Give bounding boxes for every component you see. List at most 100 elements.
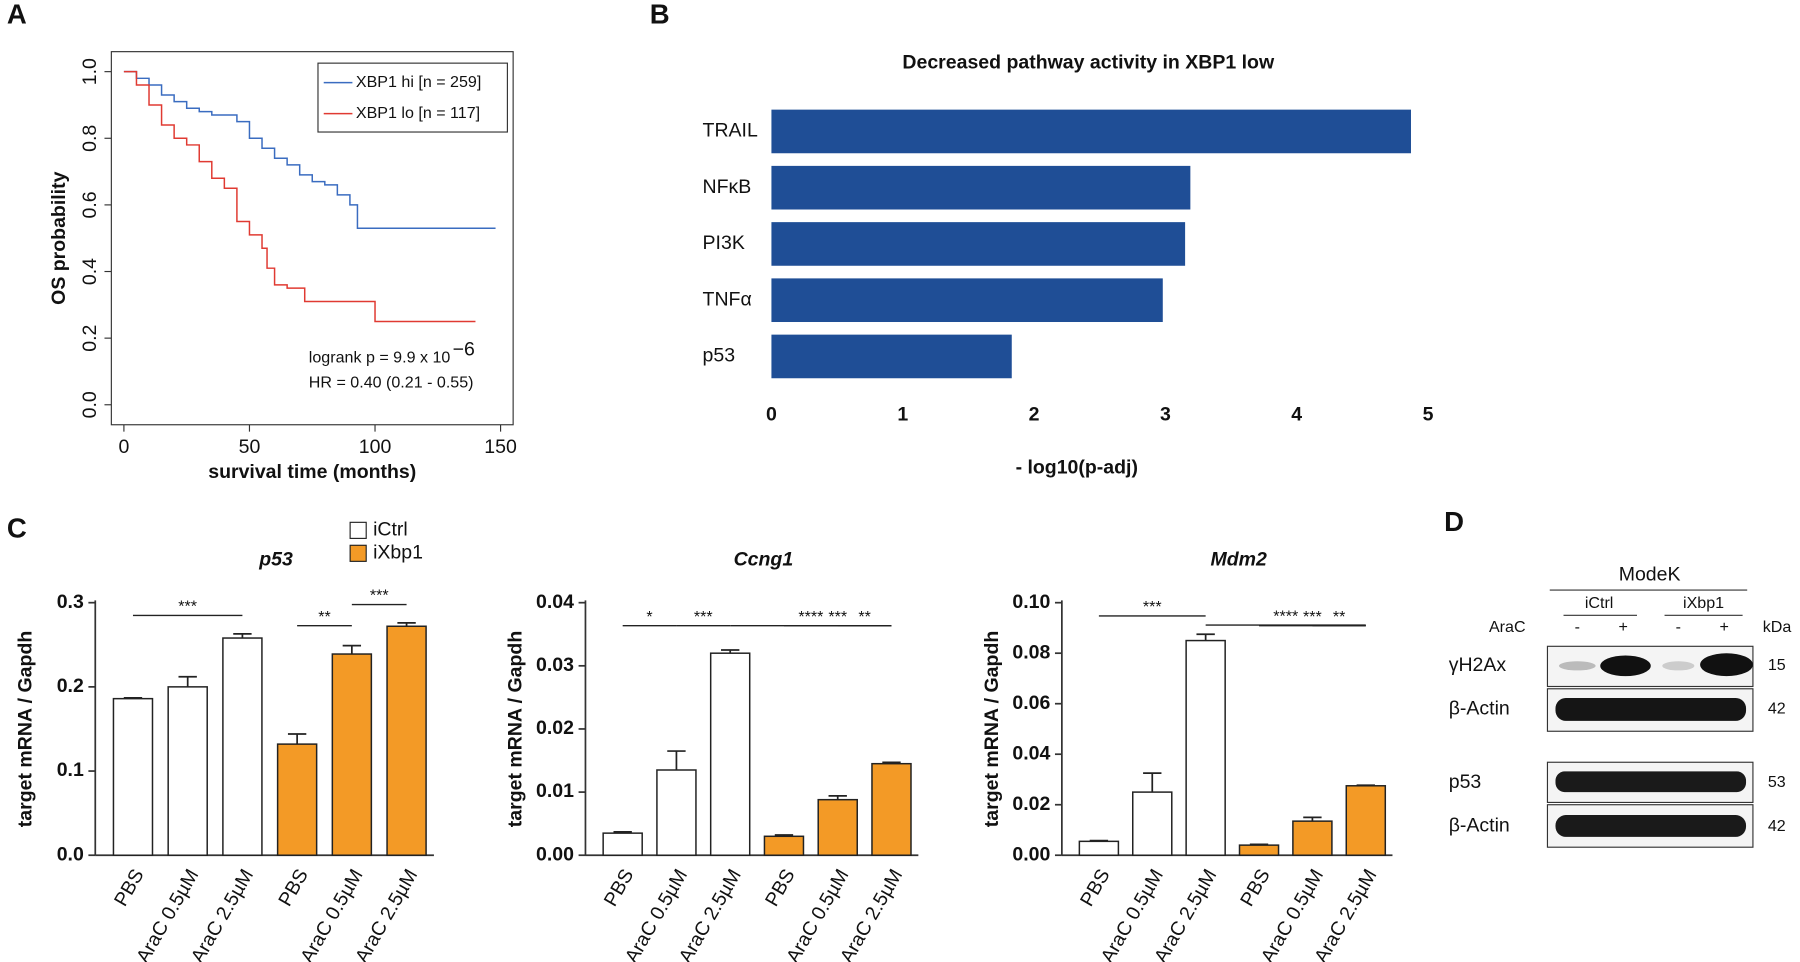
error-bar — [1089, 839, 1109, 842]
y-tick-label: 1.0 — [79, 58, 101, 85]
survival-curve — [123, 70, 476, 323]
significance-label: **** — [798, 608, 823, 626]
x-tick-label: 1 — [897, 404, 908, 426]
sign: + — [1720, 618, 1729, 636]
legend-label: XBP1 hi [n = 259] — [356, 73, 481, 91]
kda: 15 — [1768, 656, 1786, 674]
x-tick-label: PBS — [600, 865, 639, 910]
significance-label: *** — [178, 598, 197, 616]
significance-label: **** — [1273, 607, 1298, 625]
bar — [1132, 791, 1173, 856]
y-axis-label: OS probability — [48, 171, 70, 304]
y-tick-label: 0.8 — [79, 125, 101, 152]
bar — [331, 653, 373, 856]
unit: kDa — [1763, 618, 1792, 636]
band — [1600, 655, 1651, 677]
significance-label: *** — [370, 587, 389, 605]
y-tick-label: 0.01 — [536, 780, 574, 802]
band — [1700, 653, 1753, 677]
chart-title: p53 — [258, 548, 293, 570]
y-tick-label: 0.0 — [79, 391, 101, 418]
band — [1662, 661, 1695, 671]
sign: - — [1676, 618, 1681, 636]
y-tick-label: 0.00 — [536, 843, 574, 865]
x-tick-label: 50 — [239, 436, 261, 458]
error-bar — [1143, 772, 1162, 793]
bar — [817, 798, 858, 856]
chart-title: Ccng1 — [734, 548, 794, 570]
band — [1555, 697, 1747, 721]
error-bar — [1356, 784, 1375, 787]
category-label: PI3K — [703, 232, 745, 254]
error-bar — [287, 733, 307, 745]
panel-label: A — [7, 0, 27, 29]
plot-frame — [110, 51, 514, 426]
x-tick-label: PBS — [1236, 865, 1275, 910]
category-label: TRAIL — [703, 120, 758, 142]
bar — [1238, 844, 1280, 856]
bar — [1185, 639, 1226, 856]
bar — [222, 637, 263, 856]
x-axis-label: - log10(p-adj) — [1016, 457, 1138, 479]
x-tick-label: PBS — [110, 865, 149, 910]
y-tick-label: 0.00 — [1012, 843, 1050, 865]
significance-label: ** — [1333, 608, 1346, 626]
x-tick-label: 3 — [1160, 404, 1171, 426]
y-axis-label: target mRNA / Gapdh — [981, 631, 1003, 827]
y-tick-label: 0.04 — [1012, 742, 1050, 764]
y-tick-label: 0.3 — [57, 591, 84, 613]
sign: + — [1619, 618, 1628, 636]
band — [1555, 771, 1747, 793]
protein-label: β-Actin — [1449, 815, 1510, 837]
band — [1558, 661, 1596, 671]
protein-label: β-Actin — [1449, 698, 1510, 720]
y-tick-label: 0.06 — [1012, 692, 1050, 714]
y-tick-label: 0.4 — [79, 258, 101, 285]
bar — [763, 835, 805, 856]
bar — [771, 334, 1012, 379]
legend-label: XBP1 lo [n = 117] — [356, 104, 480, 122]
bar — [276, 743, 318, 856]
error-bar — [721, 649, 740, 654]
significance-label: *** — [694, 608, 713, 626]
kda: 53 — [1768, 773, 1786, 791]
x-tick-label: PBS — [1076, 865, 1115, 910]
category-label: NFκB — [703, 176, 752, 198]
y-tick-label: 0.03 — [536, 654, 574, 676]
legend-swatch — [349, 544, 367, 562]
x-tick-label: 2 — [1029, 404, 1040, 426]
error-bar — [613, 831, 632, 834]
bar — [771, 165, 1191, 210]
error-bar — [1196, 633, 1215, 641]
bar — [602, 832, 643, 856]
error-bar — [397, 622, 416, 627]
y-axis-label: target mRNA / Gapdh — [505, 631, 527, 827]
bar — [771, 222, 1186, 266]
bar — [771, 278, 1163, 323]
blot-title: ModeK — [1619, 563, 1681, 585]
bar — [1345, 785, 1387, 856]
x-tick-label: PBS — [761, 865, 800, 910]
y-tick-label: 0.6 — [79, 191, 101, 218]
error-bar — [828, 795, 847, 800]
y-tick-label: 0.02 — [1012, 793, 1050, 815]
panel-label: D — [1444, 506, 1464, 537]
y-tick-label: 0.04 — [536, 591, 574, 613]
kda: 42 — [1768, 700, 1786, 718]
treatment-label: AraC — [1489, 618, 1526, 636]
chart-title: Decreased pathway activity in XBP1 low — [902, 51, 1275, 73]
x-tick-label: 100 — [359, 436, 392, 458]
error-bar — [178, 675, 197, 687]
bar — [771, 109, 1411, 154]
bar — [709, 652, 751, 856]
sign: - — [1575, 618, 1580, 636]
x-tick-label: 0 — [118, 436, 129, 458]
legend-box — [317, 62, 508, 133]
significance-label: *** — [1143, 598, 1162, 616]
bar — [167, 686, 208, 856]
annotation: logrank p = 9.9 x 10 — [309, 348, 451, 366]
bar — [656, 769, 697, 856]
panel-label: B — [650, 0, 670, 29]
x-tick-label: 150 — [484, 436, 517, 458]
